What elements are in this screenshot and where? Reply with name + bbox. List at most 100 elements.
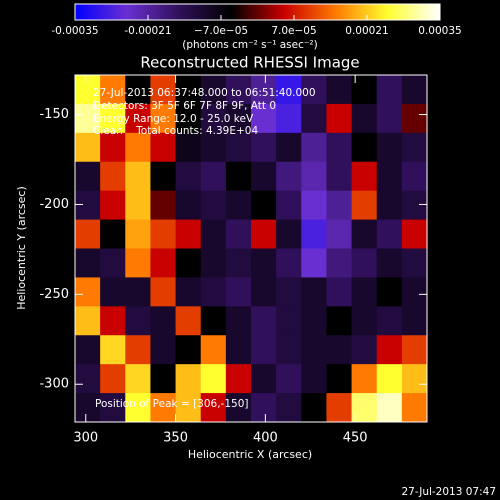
heatmap-cell	[175, 103, 202, 134]
heatmap-cell	[225, 103, 252, 134]
colorbar-label: (photons cm⁻² s⁻¹ asec⁻²)	[182, 39, 317, 51]
heatmap-cell	[150, 364, 177, 394]
heatmap-cell	[301, 364, 327, 394]
heatmap-cell	[75, 393, 101, 423]
heatmap-cell	[125, 190, 151, 221]
heatmap-cell	[200, 190, 227, 221]
chart-title: Reconstructed RHESSI Image	[140, 54, 359, 72]
heatmap-cell	[251, 364, 277, 394]
heatmap-cell	[401, 103, 428, 134]
heatmap-cell	[351, 393, 378, 423]
heatmap-cell	[100, 306, 126, 336]
heatmap-cell	[276, 393, 302, 423]
heatmap-cell	[251, 393, 277, 423]
heatmap-cell	[301, 132, 327, 163]
heatmap-cell	[351, 75, 378, 105]
heatmap-cell	[125, 219, 151, 249]
colorbar-tick-label: 0.00035	[418, 25, 461, 37]
heatmap-cell	[75, 219, 101, 249]
heatmap-cell	[100, 75, 126, 105]
heatmap-cell	[401, 248, 428, 278]
heatmap-cell	[225, 277, 252, 307]
heatmap-cell	[351, 219, 378, 249]
y-tick-label: -250	[39, 287, 69, 302]
heatmap-cell	[276, 190, 302, 221]
heatmap-cell	[251, 306, 277, 336]
heatmap-cell	[100, 219, 126, 249]
heatmap-cell	[200, 248, 227, 278]
heatmap-cell	[200, 132, 227, 163]
heatmap-cell	[351, 103, 378, 134]
y-tick-label: -150	[39, 107, 69, 122]
heatmap-cell	[376, 219, 403, 249]
heatmap-cell	[301, 190, 327, 221]
heatmap-cell	[175, 393, 202, 423]
colorbar-tick-label: -0.00035	[51, 25, 98, 37]
heatmap-cell	[175, 132, 202, 163]
heatmap-cell	[100, 103, 126, 134]
heatmap-cell	[225, 248, 252, 278]
colorbar-tick-label: 7.0e−05	[271, 25, 316, 37]
heatmap-cell	[225, 335, 252, 365]
heatmap-cell	[75, 132, 101, 163]
heatmap-cell	[225, 132, 252, 163]
heatmap-cell	[75, 103, 101, 134]
heatmap-cell	[200, 393, 227, 423]
heatmap-cell	[401, 306, 428, 336]
heatmap-cell	[326, 277, 353, 307]
heatmap-cell	[75, 335, 101, 365]
heatmap-cell	[376, 306, 403, 336]
y-tick-label: -200	[39, 197, 69, 212]
peak-annotation: Position of Peak = [306,-150]	[95, 398, 249, 410]
colorbar-tick-label: −7.0e−05	[194, 25, 248, 37]
heatmap-cell	[175, 248, 202, 278]
heatmap-cell	[125, 277, 151, 307]
heatmap-cell	[351, 248, 378, 278]
heatmap-cell	[251, 219, 277, 249]
heatmap-cell	[75, 248, 101, 278]
heatmap-cell	[251, 103, 277, 134]
heatmap-cell	[276, 277, 302, 307]
heatmap-cell	[225, 306, 252, 336]
heatmap-cell	[100, 161, 126, 192]
heatmap-cell	[75, 277, 101, 307]
colorbar-tick-label: -0.00021	[124, 25, 171, 37]
heatmap-cell	[150, 219, 177, 249]
heatmap-cell	[376, 190, 403, 221]
heatmap-cell	[351, 335, 378, 365]
heatmap-cell	[251, 75, 277, 105]
heatmap-cell	[376, 75, 403, 105]
x-tick-label: 300	[73, 431, 98, 446]
heatmap-cell	[376, 364, 403, 394]
heatmap-cell	[75, 75, 101, 105]
heatmap-cell	[401, 277, 428, 307]
heatmap-cell	[276, 103, 302, 134]
annotation: 27-Jul-2013 06:37:48.000 to 06:51:40.000	[93, 87, 316, 99]
heatmap-cell	[276, 364, 302, 394]
heatmap-cell	[251, 132, 277, 163]
heatmap-cell	[225, 364, 252, 394]
heatmap-cell	[125, 103, 151, 134]
x-tick-label: 450	[343, 431, 368, 446]
heatmap-cell	[100, 364, 126, 394]
heatmap-cell	[276, 306, 302, 336]
heatmap-cell	[326, 364, 353, 394]
heatmap-cell	[200, 277, 227, 307]
heatmap-cell	[150, 393, 177, 423]
heatmap-cell	[401, 335, 428, 365]
heatmap-cell	[276, 219, 302, 249]
heatmap-cell	[175, 277, 202, 307]
heatmap-cell	[200, 103, 227, 134]
annotation: Detectors: 3F 5F 6F 7F 8F 9F, Att 0	[93, 100, 276, 112]
heatmap-cell	[376, 132, 403, 163]
heatmap-cell	[100, 190, 126, 221]
heatmap-cell	[100, 277, 126, 307]
colorbar-tick-label: 0.00021	[345, 25, 388, 37]
heatmap-cell	[150, 190, 177, 221]
heatmap-cell	[326, 219, 353, 249]
heatmap-cell	[326, 190, 353, 221]
y-tick-label: -300	[39, 377, 69, 392]
heatmap-cell	[326, 306, 353, 336]
heatmap-cell	[376, 248, 403, 278]
